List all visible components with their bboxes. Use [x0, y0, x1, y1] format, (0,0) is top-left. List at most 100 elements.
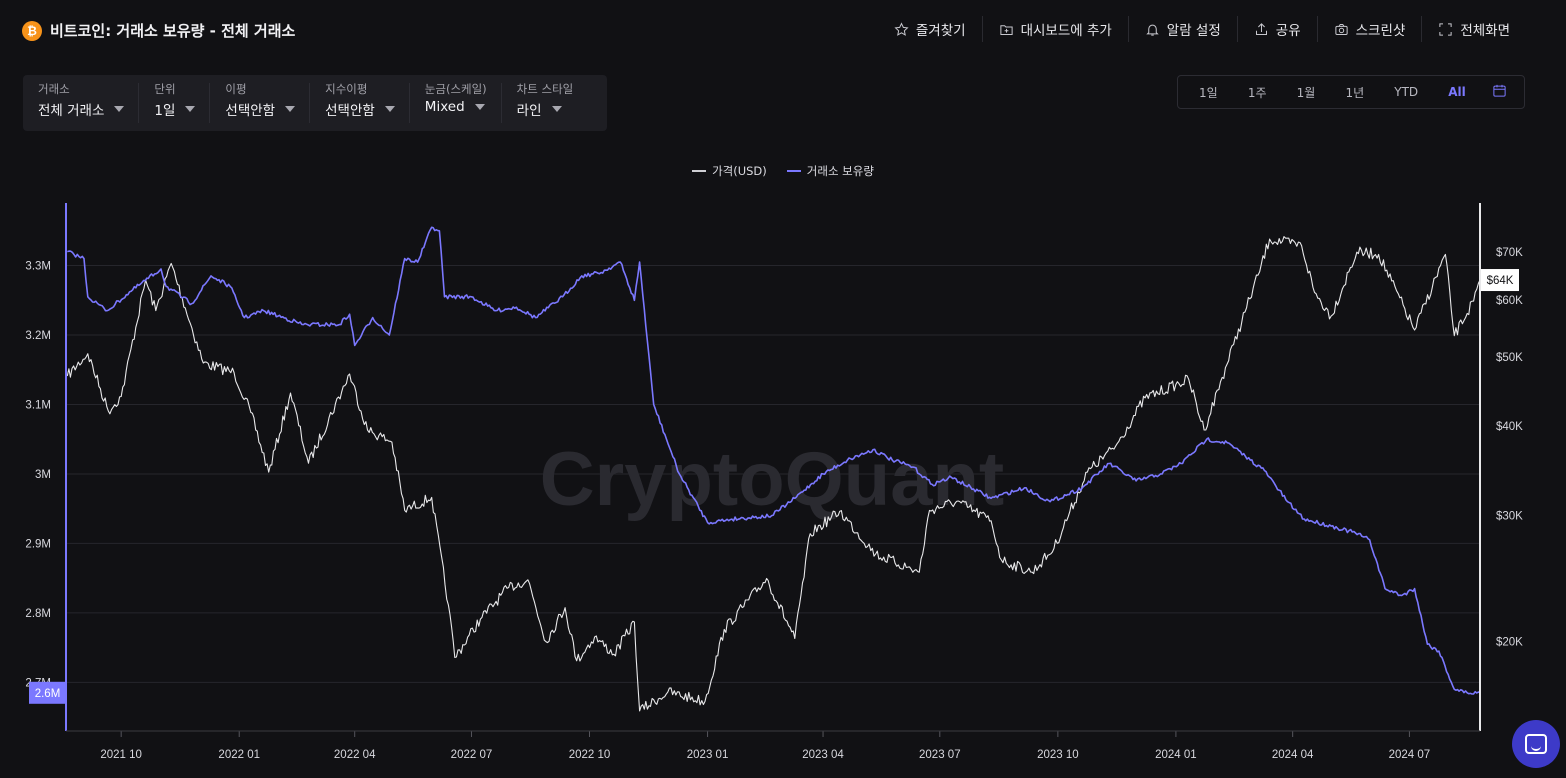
- x-tick-label: 2024 07: [1389, 749, 1431, 761]
- legend-item-reserve[interactable]: 거래소 보유량: [786, 163, 874, 179]
- fullscreen-label: 전체화면: [1460, 23, 1510, 39]
- share-label: 공유: [1275, 23, 1301, 39]
- caret-down-icon: [114, 106, 125, 112]
- filter-label: 지수이평: [325, 82, 368, 96]
- x-tick-label: 2022 01: [218, 749, 260, 761]
- screenshot-button[interactable]: 스크린샷: [1316, 16, 1422, 42]
- grid: [66, 265, 1480, 683]
- reserve-current-label: 2.6M: [35, 688, 61, 700]
- legend-swatch: [692, 170, 707, 172]
- x-tick-label: 2024 04: [1272, 749, 1314, 761]
- reserve-current-badge: [29, 681, 66, 704]
- page-header: ₿ 비트코인: 거래소 보유량 - 전체 거래소 즐겨찾기 대시보드에 추가 알…: [0, 0, 1566, 60]
- chart-legend: 가격(USD) 거래소 보유량: [0, 163, 1566, 179]
- filter-bar: 거래소 전체 거래소 단위 1일 이평 선택안함 지수이평 선택안함 눈금(스케…: [23, 75, 607, 131]
- reserve-line: [67, 226, 1481, 695]
- legend-item-price[interactable]: 가격(USD): [692, 163, 767, 179]
- alert-settings-button[interactable]: 알람 설정: [1127, 16, 1237, 42]
- left-tick-label: 3.1M: [25, 399, 51, 411]
- title-area: ₿ 비트코인: 거래소 보유량 - 전체 거래소: [22, 20, 295, 41]
- legend-label: 거래소 보유량: [806, 164, 874, 178]
- caret-down-icon: [285, 106, 296, 112]
- filter-label: 단위: [154, 82, 176, 96]
- filter-value: 라인: [516, 103, 542, 119]
- price-line: [66, 236, 1481, 712]
- legend-label: 가격(USD): [712, 164, 767, 178]
- range-ytd-button[interactable]: YTD: [1394, 85, 1419, 99]
- fullscreen-button[interactable]: 전체화면: [1421, 16, 1526, 42]
- alert-settings-label: 알람 설정: [1166, 23, 1221, 39]
- moving-average-filter[interactable]: 이평 선택안함: [210, 82, 311, 123]
- watermark: CryptoQuant: [540, 437, 1004, 522]
- filter-value: 선택안함: [325, 103, 375, 119]
- range-1d-button[interactable]: 1일: [1199, 85, 1218, 100]
- filter-label: 이평: [225, 82, 247, 96]
- left-tick-label: 3.3M: [25, 261, 51, 273]
- unit-filter[interactable]: 단위 1일: [139, 82, 211, 123]
- chat-support-button[interactable]: [1512, 720, 1560, 768]
- left-tick-label: 3.2M: [25, 330, 51, 342]
- filter-value: 전체 거래소: [38, 103, 105, 119]
- caret-down-icon: [384, 106, 395, 112]
- page-title: 비트코인: 거래소 보유량 - 전체 거래소: [50, 22, 296, 40]
- right-tick-label: $30K: [1496, 511, 1523, 523]
- price-current-label: $64K: [1487, 275, 1514, 287]
- range-1m-button[interactable]: 1월: [1296, 85, 1316, 100]
- star-icon: [894, 21, 909, 36]
- chart-style-filter[interactable]: 차트 스타일 라인: [502, 82, 588, 123]
- chat-icon: [1525, 734, 1547, 754]
- caret-down-icon: [185, 106, 196, 112]
- series-lines: [66, 226, 1481, 712]
- left-tick-label: 3M: [35, 469, 51, 481]
- x-tick-label: 2023 10: [1037, 749, 1079, 761]
- add-dashboard-button[interactable]: 대시보드에 추가: [981, 16, 1128, 42]
- exp-moving-average-filter[interactable]: 지수이평 선택안함: [310, 82, 410, 123]
- filter-value: 선택안함: [225, 103, 276, 119]
- calendar-icon[interactable]: [1492, 83, 1507, 102]
- filter-label: 차트 스타일: [516, 82, 574, 96]
- header-actions: 즐겨찾기 대시보드에 추가 알람 설정 공유 스크린샷 전체화면: [878, 16, 1526, 42]
- x-tick-label: 2023 01: [687, 749, 729, 761]
- legend-swatch: [786, 170, 801, 172]
- right-tick-label: $20K: [1496, 637, 1523, 649]
- x-tick-label: 2022 04: [334, 749, 376, 761]
- right-tick-label: $50K: [1496, 352, 1523, 364]
- bitcoin-logo-icon: ₿: [22, 20, 42, 41]
- share-icon: [1255, 22, 1267, 35]
- exchange-filter[interactable]: 거래소 전체 거래소: [23, 82, 140, 123]
- folder-plus-icon: [999, 24, 1013, 35]
- x-tick-label: 2022 07: [451, 749, 493, 761]
- x-tick-label: 2022 10: [569, 749, 611, 761]
- bell-icon: [1146, 24, 1159, 36]
- caret-down-icon: [551, 106, 562, 112]
- x-tick-label: 2023 07: [919, 749, 961, 761]
- axes: 3.3M3.2M3.1M3M2.9M2.8M2.7M$70K$60K$50K$4…: [25, 203, 1523, 761]
- filter-value: 1일: [154, 103, 176, 119]
- filter-value: Mixed: [424, 99, 465, 115]
- right-tick-label: $70K: [1496, 247, 1523, 259]
- share-button[interactable]: 공유: [1236, 16, 1317, 42]
- range-1w-button[interactable]: 1주: [1247, 85, 1267, 100]
- filter-label: 거래소: [38, 82, 70, 96]
- fullscreen-icon: [1439, 22, 1452, 36]
- price-current-badge: [1481, 269, 1519, 292]
- right-tick-label: $40K: [1496, 421, 1523, 433]
- left-tick-label: 2.9M: [25, 538, 51, 550]
- range-1y-button[interactable]: 1년: [1345, 85, 1365, 100]
- x-tick-label: 2024 01: [1155, 749, 1197, 761]
- favorite-button[interactable]: 즐겨찾기: [878, 16, 982, 42]
- add-dashboard-label: 대시보드에 추가: [1020, 23, 1112, 39]
- scale-filter[interactable]: 눈금(스케일) Mixed: [410, 82, 502, 123]
- x-tick-label: 2021 10: [100, 749, 142, 761]
- caret-down-icon: [474, 104, 485, 110]
- x-tick-label: 2023 04: [802, 749, 844, 761]
- filter-label: 눈금(스케일): [424, 82, 487, 96]
- favorite-label: 즐겨찾기: [915, 23, 966, 39]
- screenshot-label: 스크린샷: [1355, 23, 1406, 39]
- left-tick-label: 2.8M: [25, 608, 51, 620]
- camera-icon: [1335, 23, 1348, 35]
- range-all-button[interactable]: All: [1448, 85, 1466, 99]
- right-tick-label: $60K: [1496, 295, 1523, 307]
- range-selector: 1일 1주 1월 1년 YTD All: [1177, 75, 1525, 109]
